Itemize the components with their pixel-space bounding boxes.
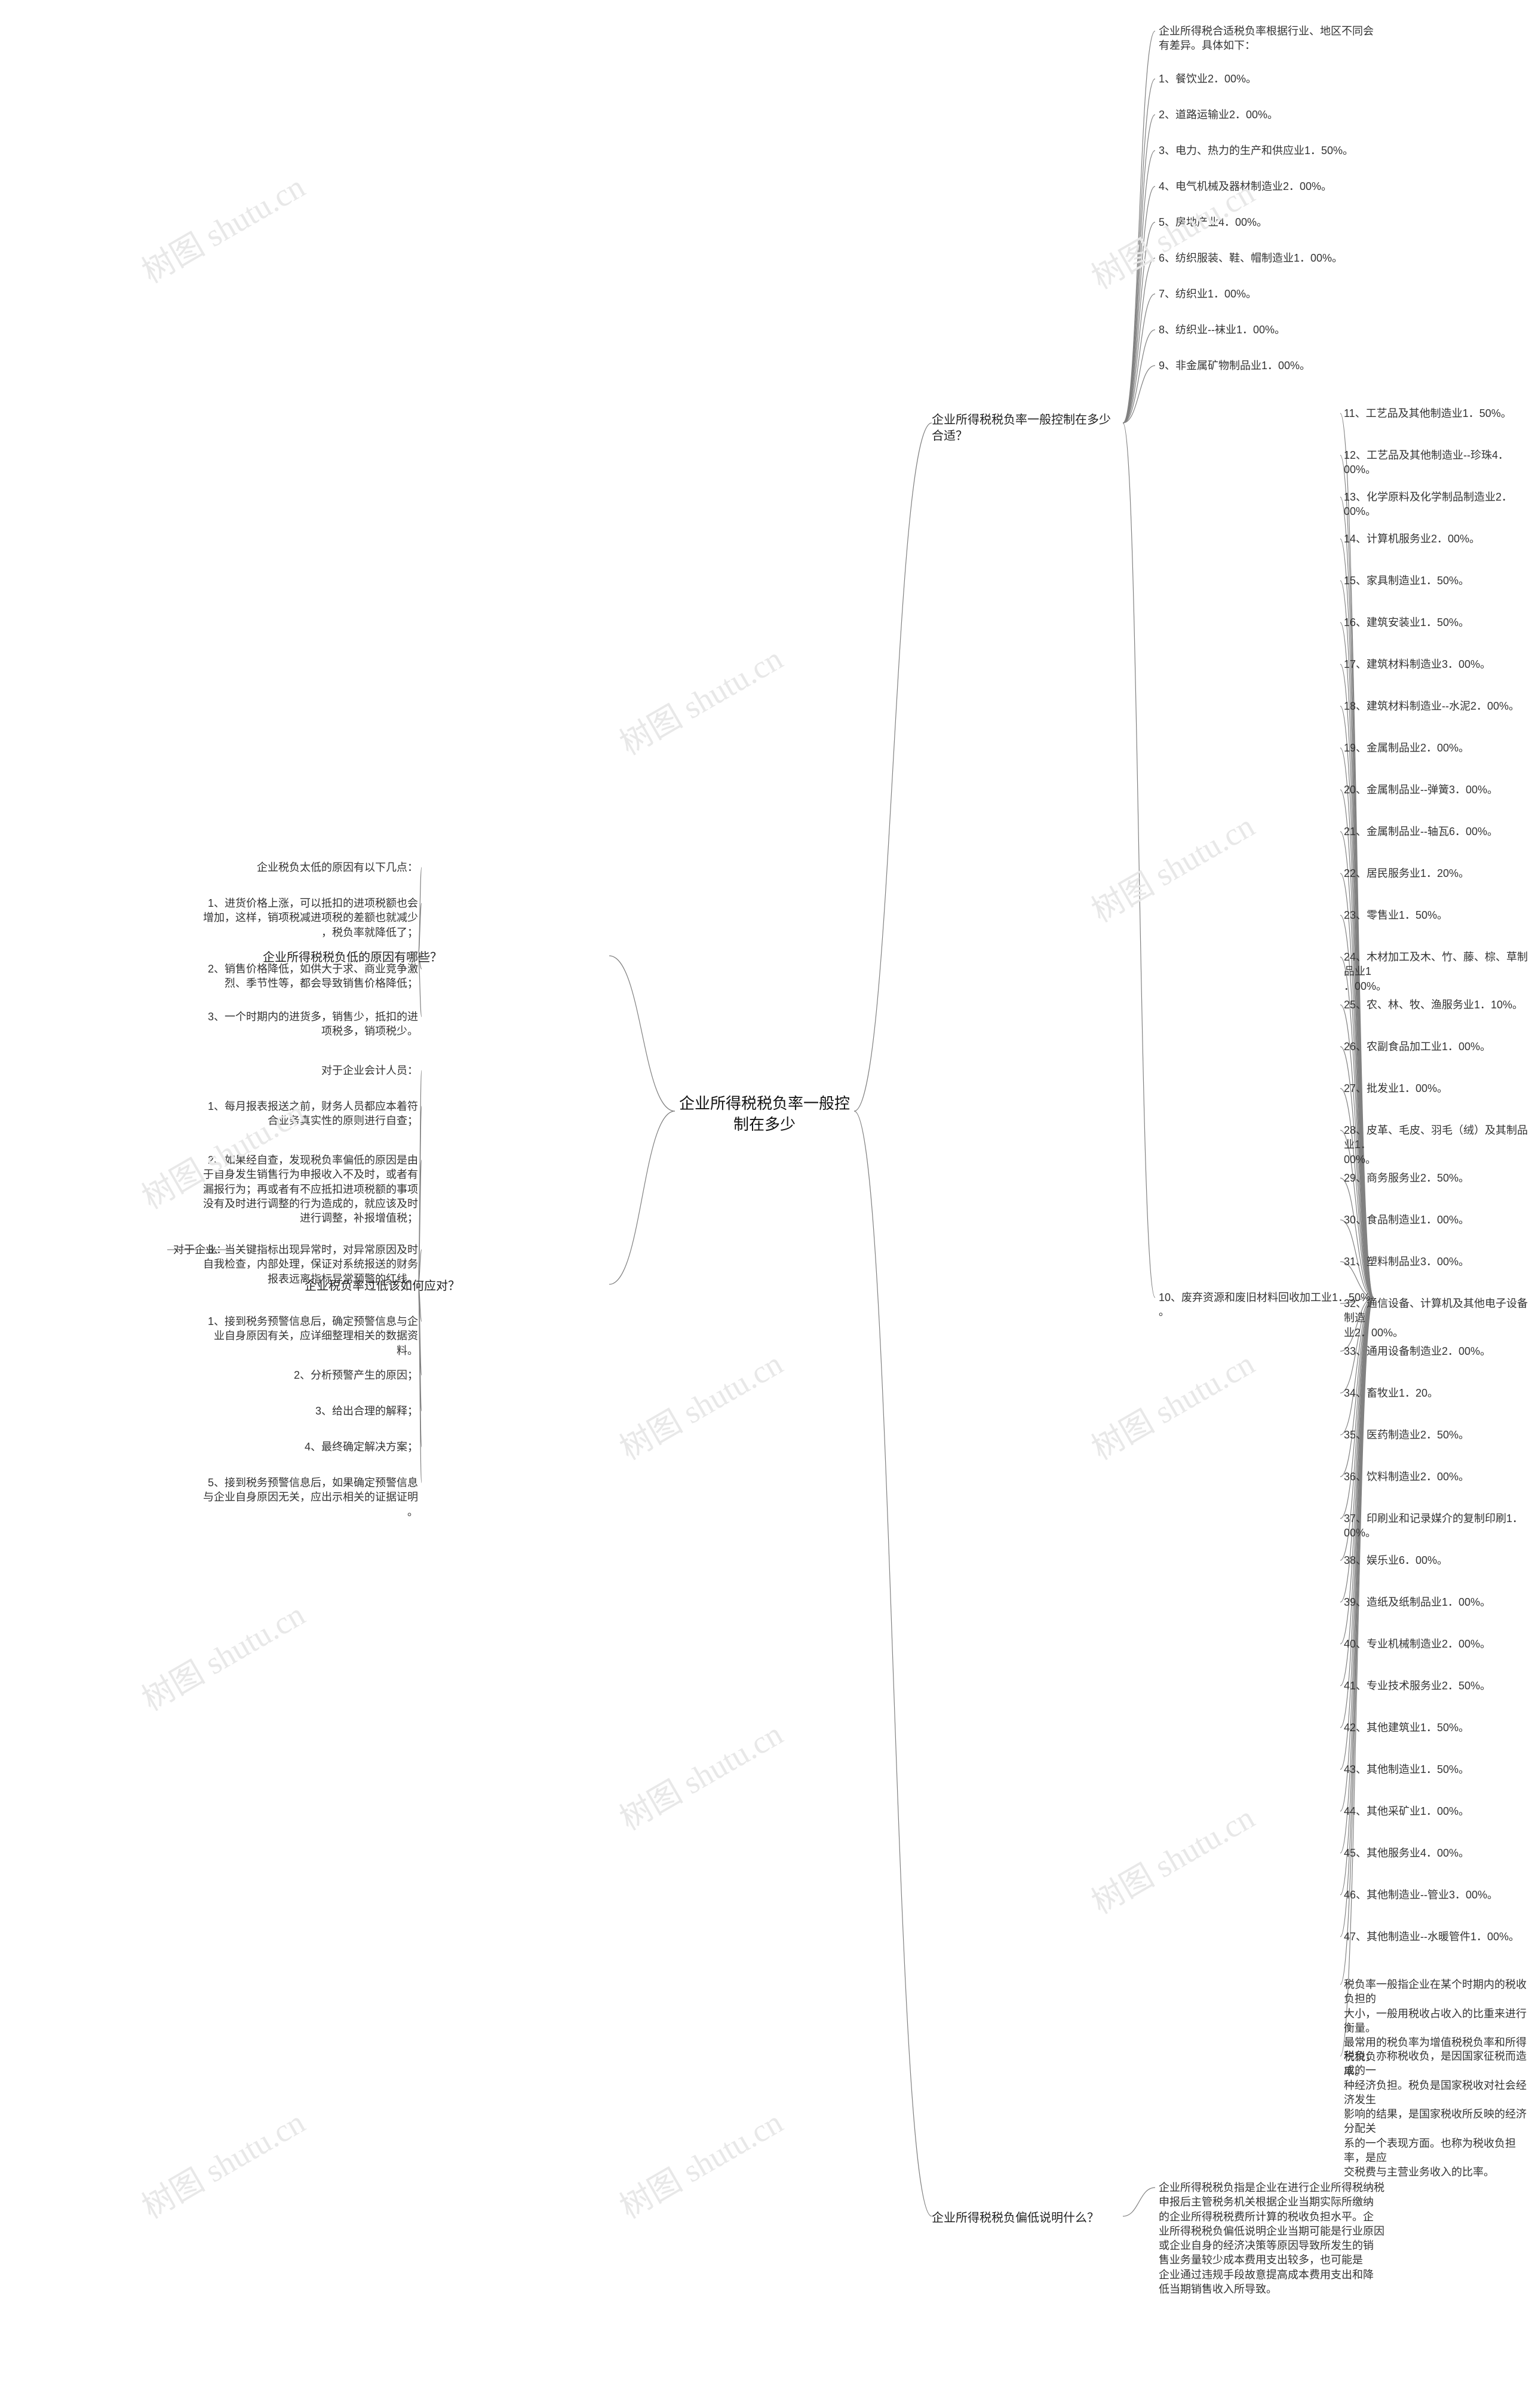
watermark: 树图 shutu.cn <box>610 1338 790 1469</box>
leaf-b1-10-28: 39、造纸及纸制品业1．00%。 <box>1344 1595 1491 1609</box>
leaf-b1-10-17: 28、皮革、毛皮、羽毛（绒）及其制品业1． 00%。 <box>1344 1123 1529 1167</box>
leaf-b1-10-33: 44、其他采矿业1．00%。 <box>1344 1804 1469 1818</box>
leaf-b3-2: 2、销售价格降低，如供大于求、商业竞争激 烈、季节性等，都会导致销售价格降低； <box>167 962 418 991</box>
leaf-b1-10-20: 31、塑料制品业3．00%。 <box>1344 1254 1469 1269</box>
leaf-b1-10-7: 18、建筑材料制造业--水泥2．00%。 <box>1344 699 1519 713</box>
leaf-b1-10-34: 45、其他服务业4．00%。 <box>1344 1846 1469 1860</box>
watermark: 树图 shutu.cn <box>610 633 790 764</box>
leaf-b1-10: 10、废弃资源和废旧材料回收加工业1．50% 。 <box>1159 1290 1370 1320</box>
leaf-b1-1: 1、餐饮业2．00%。 <box>1159 72 1257 86</box>
leaf-b1-10-2: 13、化学原料及化学制品制造业2．00%。 <box>1344 490 1529 519</box>
leaf-b1-10-30: 41、专业技术服务业2．50%。 <box>1344 1679 1491 1693</box>
leaf-b3-1: 1、进货价格上涨，可以抵扣的进项税额也会 增加，这样，销项税减进项税的差额也就减… <box>167 896 418 940</box>
branch-b1: 企业所得税税负率一般控制在多少 合适？ <box>932 412 1111 444</box>
leaf-b4-2: 2、如果经自查，发现税负率偏低的原因是由 于自身发生销售行为申报收入不及时，或者… <box>167 1153 418 1225</box>
watermark: 树图 shutu.cn <box>610 1708 790 1839</box>
watermark: 树图 shutu.cn <box>610 2096 790 2228</box>
leaf-b1-10-26: 37、印刷业和记录媒介的复制印刷1．00%。 <box>1344 1511 1529 1541</box>
leaf-b1-10-18: 29、商务服务业2．50%。 <box>1344 1171 1469 1185</box>
leaf-b1-10-15: 26、农副食品加工业1．00%。 <box>1344 1039 1491 1054</box>
leaf-b1-10-24: 35、医药制造业2．50%。 <box>1344 1428 1469 1442</box>
leaf-b1-10-35: 46、其他制造业--管业3．00%。 <box>1344 1888 1498 1902</box>
leaf-b1-10-32: 43、其他制造业1．50%。 <box>1344 1762 1469 1777</box>
leaf-b1-8: 8、纺织业--袜业1．00%。 <box>1159 323 1285 337</box>
leaf-b1-10-6: 17、建筑材料制造业3．00%。 <box>1344 657 1491 671</box>
leaf-b1-10-14: 25、农、林、牧、渔服务业1．10%。 <box>1344 998 1523 1012</box>
leaf-b2-0: 企业所得税税负指是企业在进行企业所得税纳税 申报后主管税务机关根据企业当期实际所… <box>1159 2180 1384 2296</box>
leaf-b1-10-27: 38、娱乐业6．00%。 <box>1344 1553 1448 1567</box>
leaf-b1-10-16: 27、批发业1．00%。 <box>1344 1081 1448 1096</box>
leaf-b4-4: 1、接到税务预警信息后，确定预警信息与企 业自身原因有关，应详细整理相关的数据资… <box>167 1314 418 1358</box>
leaf-b4-8: 5、接到税务预警信息后，如果确定预警信息 与企业自身原因无关，应出示相关的证据证… <box>167 1476 418 1519</box>
watermark: 树图 shutu.cn <box>132 161 312 292</box>
leaf-b1-10-1: 12、工艺品及其他制造业--珍珠4．00%。 <box>1344 448 1529 477</box>
leaf-b1-6: 6、纺织服装、鞋、帽制造业1．00%。 <box>1159 251 1343 265</box>
leaf-b4-5: 2、分析预警产生的原因； <box>167 1368 418 1382</box>
watermark: 树图 shutu.cn <box>1082 800 1262 931</box>
leaf-b1-10-11: 22、居民服务业1．20%。 <box>1344 866 1469 881</box>
leaf-b1-10-31: 42、其他建筑业1．50%。 <box>1344 1720 1469 1735</box>
leaf-b1-7: 7、纺织业1．00%。 <box>1159 287 1257 301</box>
leaf-b1-3: 3、电力、热力的生产和供应业1．50%。 <box>1159 143 1353 158</box>
leaf-b4-7: 4、最终确定解决方案； <box>167 1440 418 1454</box>
leaf-b1-10-3: 14、计算机服务业2．00%。 <box>1344 532 1480 546</box>
leaf-b3-0: 企业税负太低的原因有以下几点： <box>167 860 418 875</box>
leaf-b1-10-23: 34、畜牧业1．20。 <box>1344 1386 1438 1400</box>
watermark: 树图 shutu.cn <box>1082 1338 1262 1469</box>
leaf-b1-10-19: 30、食品制造业1．00%。 <box>1344 1213 1469 1227</box>
watermark: 树图 shutu.cn <box>132 1588 312 1720</box>
leaf-b1-10-36: 47、其他制造业--水暖管件1．00%。 <box>1344 1930 1519 1944</box>
leaf-b1-10-29: 40、专业机械制造业2．00%。 <box>1344 1637 1491 1651</box>
leaf-b1-4: 4、电气机械及器材制造业2．00%。 <box>1159 179 1332 194</box>
leaf-b1-10-4: 15、家具制造业1．50%。 <box>1344 573 1469 588</box>
leaf-b1-5: 5、房地产业4．00%。 <box>1159 215 1267 229</box>
center-node: 企业所得税税负率一般控 制在多少 <box>675 1093 854 1135</box>
watermark: 树图 shutu.cn <box>132 2096 312 2228</box>
leaf-b1-10-9: 20、金属制品业--弹簧3．00%。 <box>1344 783 1498 797</box>
leaf-b1-10-0: 11、工艺品及其他制造业1．50%。 <box>1344 406 1512 421</box>
leaf-b4-3-0: 对于企业： <box>60 1243 227 1257</box>
leaf-b1-10-13: 24、木材加工及木、竹、藤、棕、草制品业1 ．00%。 <box>1344 950 1529 993</box>
leaf-b1-10-8: 19、金属制品业2．00%。 <box>1344 741 1469 755</box>
leaf-b1-2: 2、道路运输业2．00%。 <box>1159 108 1278 122</box>
leaf-b1-10-10: 21、金属制品业--轴瓦6．00%。 <box>1344 824 1498 839</box>
leaf-b1-10-12: 23、零售业1．50%。 <box>1344 908 1448 922</box>
leaf-b3-3: 3、一个时期内的进货多，销售少，抵扣的进 项税多，销项税少。 <box>167 1010 418 1039</box>
watermark: 树图 shutu.cn <box>1082 1792 1262 1923</box>
leaf-b1-10-22: 33、通用设备制造业2．00%。 <box>1344 1344 1491 1358</box>
leaf-b4-6: 3、给出合理的解释； <box>167 1404 418 1418</box>
branch-b2: 企业所得税税负偏低说明什么？ <box>932 2210 1099 2226</box>
leaf-b4-1: 1、每月报表报送之前，财务人员都应本着符 合业务真实性的原则进行自查； <box>167 1099 418 1128</box>
leaf-b4-0: 对于企业会计人员： <box>167 1063 418 1078</box>
leaf-b1-10-38: 税负，亦称税收负，是因国家征税而造成的一 种经济负担。税负是国家税收对社会经济发… <box>1344 2049 1529 2180</box>
leaf-b1-0: 企业所得税合适税负率根据行业、地区不同会 有差异。具体如下： <box>1159 24 1374 53</box>
leaf-b1-10-25: 36、饮料制造业2．00%。 <box>1344 1470 1469 1484</box>
leaf-b1-9: 9、非金属矿物制品业1．00%。 <box>1159 358 1310 373</box>
leaf-b1-10-21: 32、通信设备、计算机及其他电子设备制造 业2．00%。 <box>1344 1296 1529 1340</box>
leaf-b1-10-5: 16、建筑安装业1．50%。 <box>1344 615 1469 630</box>
